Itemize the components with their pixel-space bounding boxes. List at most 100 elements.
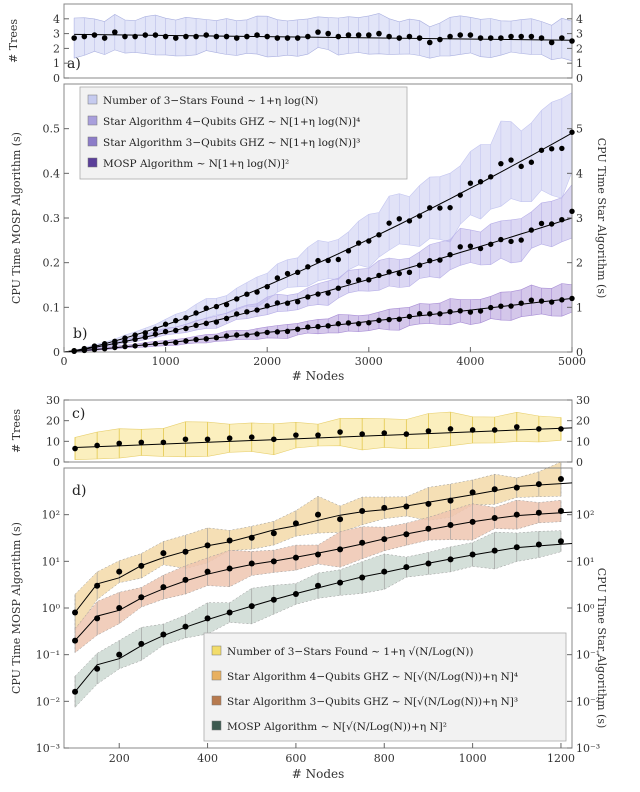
y-tick-label: 4 — [53, 13, 60, 26]
data-point — [248, 434, 255, 441]
data-point — [376, 317, 382, 324]
data-point — [294, 326, 301, 332]
panel-c: 0 10 20 30 0 10 20 30 # Trees c) — [10, 394, 590, 469]
data-point — [345, 32, 352, 38]
data-point — [513, 484, 520, 491]
x-tick-label: 600 — [285, 752, 306, 765]
data-point — [274, 300, 281, 306]
legend: Number of 3−Stars Found ∼ 1+η log(N) Star… — [79, 86, 408, 180]
data-point — [138, 439, 145, 446]
y-tick-label-right: 10 — [576, 435, 590, 448]
data-point — [270, 530, 277, 537]
data-point — [518, 163, 524, 170]
data-point — [381, 568, 388, 575]
data-point — [381, 430, 388, 436]
data-point — [213, 319, 220, 325]
y-tick-label: 10 — [46, 435, 60, 448]
data-point — [274, 329, 281, 335]
legend-swatch — [211, 670, 222, 681]
data-point — [427, 205, 433, 211]
data-point — [528, 159, 535, 165]
data-point — [294, 298, 301, 305]
data-point — [182, 436, 189, 443]
data-point — [183, 33, 189, 40]
data-point — [81, 33, 88, 40]
data-point — [94, 442, 100, 449]
data-point — [376, 272, 382, 279]
data-point — [193, 310, 199, 316]
data-point — [72, 688, 79, 695]
data-point — [226, 565, 233, 572]
legend-label: Star Algorithm 4−Qubits GHZ ∼ N[1+η log(… — [103, 116, 360, 128]
data-point — [508, 33, 514, 40]
data-point — [315, 323, 321, 330]
data-point — [293, 432, 299, 438]
legend-label: Number of 3−Stars Found ∼ 1+η √(N/Log(N)… — [227, 646, 474, 658]
y-tick-label: 0.3 — [43, 212, 61, 225]
legend-box — [203, 632, 567, 742]
data-point — [183, 338, 189, 344]
data-point — [305, 264, 311, 270]
data-point — [425, 525, 432, 532]
legend-box — [79, 86, 408, 180]
data-point — [270, 596, 277, 603]
data-point — [569, 38, 575, 44]
y-tick-label: 10² — [42, 509, 60, 522]
data-point — [248, 560, 255, 567]
data-point — [172, 35, 179, 41]
data-point — [467, 32, 474, 38]
data-point — [162, 33, 169, 40]
data-point — [426, 39, 433, 46]
data-point — [359, 507, 366, 514]
data-point — [254, 289, 260, 295]
y-axis-label: # Trees — [10, 409, 23, 453]
data-point — [447, 556, 454, 563]
data-point — [325, 323, 331, 329]
x-tick-label: 4000 — [456, 355, 484, 368]
y-tick-label-right: 10⁻³ — [576, 742, 600, 755]
data-point — [376, 232, 382, 238]
data-point — [203, 336, 209, 342]
data-point — [213, 335, 220, 341]
data-point — [81, 347, 88, 354]
plot-frame — [63, 399, 573, 463]
data-point — [491, 427, 498, 433]
data-point — [498, 160, 504, 167]
data-point — [416, 213, 423, 219]
data-point — [518, 33, 524, 40]
data-point — [548, 146, 555, 152]
data-point — [264, 33, 271, 40]
panel-label: a) — [67, 56, 81, 72]
data-point — [203, 305, 209, 311]
legend-swatch — [87, 94, 98, 105]
data-point — [204, 436, 211, 443]
data-point — [94, 582, 101, 589]
data-point — [152, 331, 159, 337]
data-point — [294, 35, 301, 41]
data-point — [72, 637, 79, 644]
data-point — [403, 431, 410, 437]
data-point — [223, 33, 230, 40]
data-point — [457, 308, 463, 314]
y-tick-label-right: 0 — [576, 72, 583, 85]
data-point — [116, 440, 123, 447]
data-point — [437, 257, 443, 263]
data-point — [335, 321, 342, 327]
data-point — [469, 551, 476, 558]
y-tick-label: 0.4 — [43, 167, 61, 180]
data-point — [182, 576, 189, 583]
data-point — [437, 205, 443, 211]
data-point — [559, 145, 565, 152]
data-point — [487, 35, 494, 41]
data-point — [447, 204, 453, 211]
data-point — [469, 518, 476, 525]
data-point — [355, 32, 362, 38]
data-point — [203, 320, 209, 327]
data-point — [508, 238, 514, 245]
data-point — [142, 330, 148, 336]
data-point — [284, 270, 291, 277]
data-point — [152, 326, 159, 332]
data-point — [477, 308, 484, 314]
data-point — [548, 221, 555, 227]
data-point — [254, 331, 260, 337]
